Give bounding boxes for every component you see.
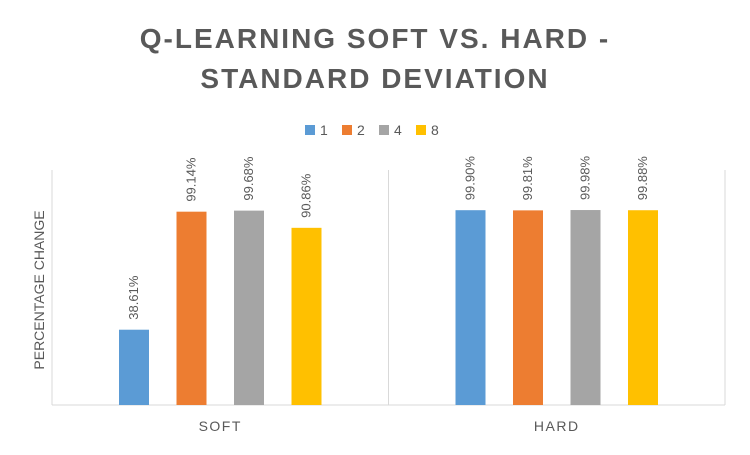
legend-label-1: 1	[320, 122, 328, 138]
data-label-hard-series-1: 99.90%	[463, 156, 478, 201]
category-label-soft: SOFT	[199, 418, 242, 434]
data-label-hard-series-8: 99.88%	[635, 156, 650, 201]
legend-label-8: 8	[431, 122, 439, 138]
bar-soft-series-4	[234, 210, 264, 405]
bar-hard-series-4	[570, 210, 601, 405]
bar-soft-series-8	[291, 227, 322, 405]
bar-soft-series-1	[119, 329, 149, 405]
legend-label-4: 4	[394, 122, 402, 138]
plot-area: 38.61% 99.14% 99.68% 90.86% SOFT 99.90% 99.81%…	[51, 156, 726, 434]
data-label-soft-series-1: 38.61%	[126, 275, 141, 320]
legend-swatch-1	[305, 125, 315, 135]
bar-hard-series-2	[513, 210, 543, 405]
legend-label-2: 2	[357, 122, 365, 138]
data-label-soft-series-8: 90.86%	[299, 173, 314, 218]
bar-hard-series-8	[628, 210, 658, 405]
category-label-hard: HARD	[534, 418, 580, 434]
legend-swatch-2	[342, 125, 352, 135]
legend: 1 2 4 8	[305, 122, 439, 138]
bar-soft-series-2	[176, 211, 207, 405]
y-axis-label: PERCENTAGE CHANGE	[31, 210, 47, 369]
bar-hard-series-1	[455, 210, 486, 405]
legend-swatch-4	[379, 125, 389, 135]
data-label-soft-series-4: 99.68%	[241, 156, 256, 201]
data-label-hard-series-4: 99.98%	[578, 156, 593, 201]
data-label-soft-series-2: 99.14%	[184, 157, 199, 202]
chart-title-line-1: Q-LEARNING SOFT VS. HARD -	[140, 23, 610, 54]
chart-title-line-2: STANDARD DEVIATION	[200, 63, 549, 94]
data-label-hard-series-2: 99.81%	[520, 156, 535, 201]
legend-swatch-8	[416, 125, 426, 135]
